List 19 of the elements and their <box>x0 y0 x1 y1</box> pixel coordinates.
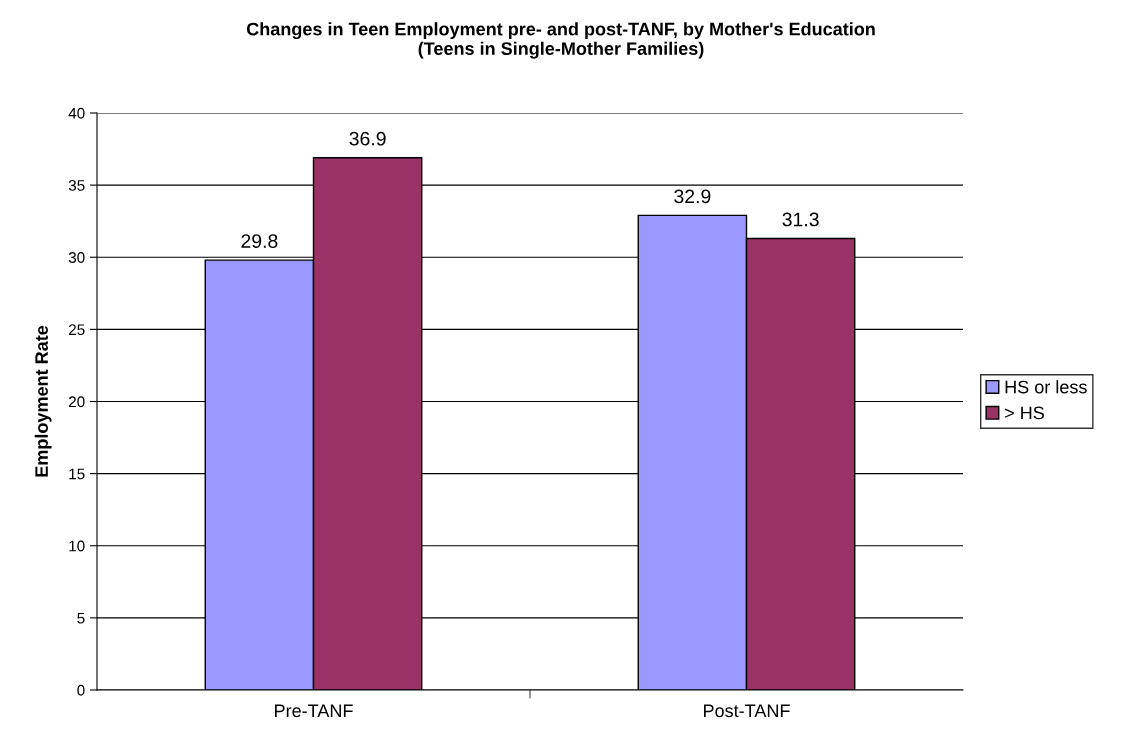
data-label: 29.8 <box>241 234 278 248</box>
y-tick-label: 20 <box>68 396 85 408</box>
y-tick-label: 15 <box>69 468 85 480</box>
y-tick-label: 25 <box>68 324 85 336</box>
legend-label: > HS <box>1005 406 1044 420</box>
y-tick-label: 40 <box>68 107 85 119</box>
y-tick-label: 10 <box>69 540 85 552</box>
x-tick-label: Pre-TANF <box>275 704 353 718</box>
data-label: 36.9 <box>349 131 386 146</box>
y-tick-label: 0 <box>77 684 85 696</box>
chart-title: Changes in Teen Employment pre- and post-TANF, by Mother's Education (Teens in Single-Mother Families) <box>246 22 875 59</box>
x-tick-label: Post-TANF <box>704 704 790 718</box>
y-tick-label: 35 <box>68 179 85 191</box>
data-label: 31.3 <box>782 212 819 227</box>
data-label: 32.9 <box>674 189 711 204</box>
y-tick-label: 30 <box>68 252 85 263</box>
y-axis-title: Employment Rate <box>34 325 52 477</box>
legend-label: HS or less <box>1005 380 1087 394</box>
y-tick-label: 5 <box>77 612 85 624</box>
